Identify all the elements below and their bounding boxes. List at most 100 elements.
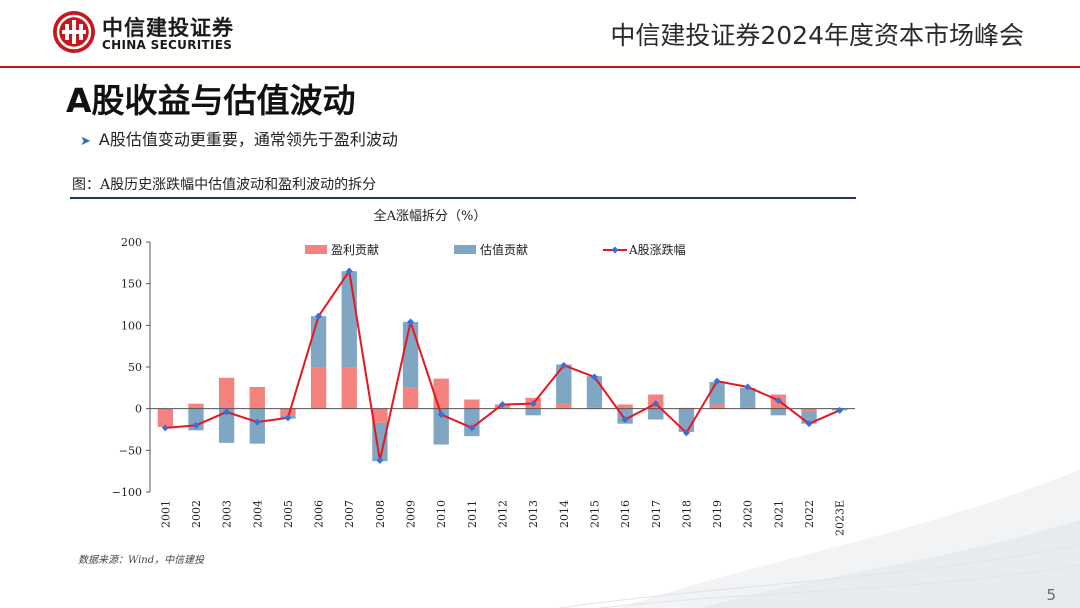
earnings-bar — [402, 387, 419, 409]
a-share-return-marker — [345, 267, 353, 275]
x-tick-label: 2006 — [313, 500, 326, 528]
x-tick-label: 2023E — [834, 500, 847, 536]
earnings-bar — [556, 403, 572, 409]
company-logo: 中信建投证券 CHINA SECURITIES — [52, 10, 242, 58]
earnings-bar — [218, 377, 235, 409]
valuation-bar — [218, 408, 235, 443]
x-tick-label: 2015 — [588, 500, 601, 528]
x-tick-label: 2010 — [435, 500, 448, 528]
a-share-return-marker — [652, 400, 660, 408]
figure-divider — [70, 197, 856, 199]
x-tick-label: 2020 — [742, 500, 755, 528]
earnings-bar — [188, 403, 204, 409]
event-title: 中信建投证券2024年度资本市场峰会 — [610, 21, 1024, 50]
a-share-return-marker — [621, 416, 629, 423]
earnings-bar — [709, 404, 725, 409]
legend-valuation-swatch — [454, 245, 476, 254]
a-share-return-marker — [315, 312, 323, 320]
valuation-bar — [433, 408, 449, 445]
chart-title: 全A涨幅拆分（%） — [373, 209, 487, 224]
a-share-return-marker — [437, 411, 445, 418]
y-tick-label: −100 — [112, 486, 142, 499]
y-tick-label: 150 — [121, 278, 142, 291]
a-share-return-marker — [376, 456, 384, 464]
y-tick-label: 50 — [128, 361, 142, 374]
a-share-return-marker — [192, 421, 200, 429]
a-share-return-marker — [744, 383, 752, 391]
a-share-return-marker — [836, 406, 844, 414]
valuation-bar — [801, 412, 817, 424]
x-tick-label: 2008 — [374, 500, 387, 528]
y-tick-label: 0 — [135, 403, 142, 416]
a-share-return-marker — [529, 400, 537, 408]
earnings-bar — [740, 407, 756, 409]
x-tick-label: 2016 — [619, 500, 632, 528]
y-tick-label: −50 — [119, 444, 142, 457]
earnings-bar — [433, 378, 449, 409]
a-share-return-marker — [590, 373, 598, 381]
x-tick-label: 2013 — [527, 500, 540, 528]
a-share-return-marker — [713, 377, 721, 385]
valuation-bar — [648, 408, 664, 420]
a-share-return-marker — [407, 318, 415, 326]
a-share-return-marker — [774, 396, 782, 404]
page-title: A股收益与估值波动 — [66, 81, 356, 120]
earnings-bar — [280, 408, 296, 416]
valuation-bar — [586, 376, 603, 408]
legend-return-marker — [611, 246, 619, 254]
stacked-bar-line-chart: −100 −50 0 50 100 150 200 2001 2002 2003 2004 2005 2… — [112, 236, 855, 536]
legend-valuation-label: 估值贡献 — [480, 242, 528, 257]
a-share-return-marker — [253, 418, 261, 426]
legend-earnings-swatch — [305, 245, 327, 254]
a-share-return-marker — [560, 361, 568, 369]
earnings-bar — [372, 408, 388, 423]
x-tick-label: 2005 — [282, 500, 295, 528]
x-tick-label: 2011 — [466, 500, 479, 528]
valuation-bar — [525, 408, 541, 416]
x-tick-label: 2021 — [772, 500, 785, 528]
valuation-bar — [249, 408, 265, 444]
x-tick-label: 2003 — [221, 500, 234, 528]
a-share-return-marker — [805, 420, 813, 428]
y-tick-label: 200 — [121, 236, 142, 249]
x-tick-label: 2007 — [343, 500, 356, 528]
earnings-bar — [617, 404, 633, 409]
logo-chinese-name: 中信建投证券 — [102, 16, 234, 40]
valuation-bar — [310, 316, 327, 368]
x-tick-label: 2022 — [803, 500, 816, 528]
a-share-return-marker — [284, 414, 292, 422]
a-share-return-line — [165, 268, 841, 461]
earnings-bar — [157, 408, 173, 427]
x-tick-label: 2017 — [650, 500, 663, 528]
header-bar: 中信建投证券 CHINA SECURITIES 中信建投证券2024年度资本市场… — [0, 0, 1080, 66]
legend-return-label: A股涨跌幅 — [628, 242, 686, 257]
a-share-return-marker — [682, 429, 690, 437]
earnings-bar — [464, 399, 480, 409]
valuation-bar — [709, 382, 725, 405]
earnings-bar — [801, 408, 817, 412]
legend-earnings-label: 盈利贡献 — [331, 242, 379, 257]
x-tick-label: 2001 — [159, 500, 172, 528]
valuation-bar — [464, 408, 480, 437]
earnings-bar — [249, 387, 265, 409]
x-tick-label: 2009 — [405, 500, 418, 528]
x-tick-label: 2019 — [711, 500, 724, 528]
page-number: 5 — [1046, 586, 1056, 604]
bullet-point: ➤ A股估值变动更重要，通常领先于盈利波动 — [80, 126, 398, 150]
bullet-arrow-icon: ➤ — [80, 134, 91, 149]
earnings-bar — [310, 367, 327, 409]
valuation-bar — [740, 387, 756, 407]
a-share-return-marker — [161, 424, 169, 432]
valuation-bar — [556, 364, 572, 404]
header-divider — [0, 66, 1080, 68]
y-tick-label: 100 — [121, 319, 142, 332]
x-tick-label: 2014 — [558, 500, 571, 528]
x-tick-label: 2018 — [680, 500, 693, 528]
x-tick-label: 2002 — [190, 500, 203, 528]
earnings-bar — [341, 367, 357, 409]
citic-logo-icon — [53, 11, 95, 53]
valuation-bar — [341, 271, 357, 368]
data-source: 数据来源：Wind，中信建投 — [78, 555, 205, 566]
logo-english-name: CHINA SECURITIES — [102, 38, 233, 52]
